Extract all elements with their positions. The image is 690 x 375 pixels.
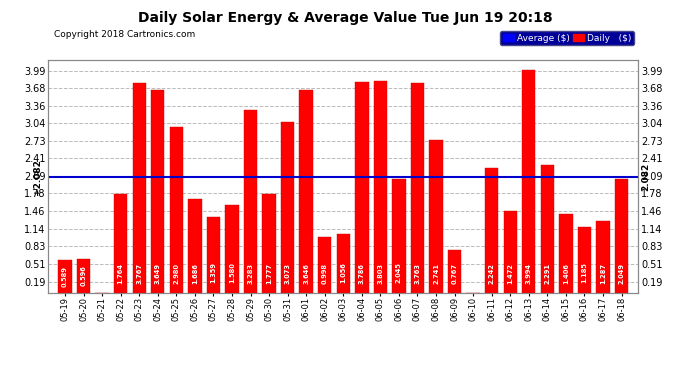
Text: Copyright 2018 Cartronics.com: Copyright 2018 Cartronics.com bbox=[55, 30, 195, 39]
Legend: Average ($), Daily   ($): Average ($), Daily ($) bbox=[500, 31, 633, 45]
Text: 2.242: 2.242 bbox=[489, 262, 495, 284]
Text: 2.980: 2.980 bbox=[173, 262, 179, 284]
Bar bbox=[429, 140, 443, 292]
Bar bbox=[596, 221, 610, 292]
Text: 3.646: 3.646 bbox=[303, 262, 309, 284]
Text: 3.767: 3.767 bbox=[136, 262, 142, 284]
Bar bbox=[411, 83, 424, 292]
Text: 1.580: 1.580 bbox=[229, 262, 235, 284]
Text: 3.649: 3.649 bbox=[155, 262, 161, 284]
Text: 0.767: 0.767 bbox=[451, 262, 457, 284]
Bar bbox=[374, 81, 387, 292]
Bar bbox=[151, 90, 164, 292]
Bar bbox=[615, 178, 628, 292]
Text: Daily Solar Energy & Average Value Tue Jun 19 20:18: Daily Solar Energy & Average Value Tue J… bbox=[138, 11, 552, 25]
Bar bbox=[244, 110, 257, 292]
Text: 3.073: 3.073 bbox=[284, 262, 290, 284]
Bar bbox=[392, 179, 406, 292]
Text: 1.472: 1.472 bbox=[507, 262, 513, 284]
Text: 1.287: 1.287 bbox=[600, 262, 606, 284]
Text: 1.777: 1.777 bbox=[266, 262, 272, 284]
Bar bbox=[299, 90, 313, 292]
Bar bbox=[318, 237, 331, 292]
Bar bbox=[59, 260, 72, 292]
Bar bbox=[541, 165, 554, 292]
Text: 2.082: 2.082 bbox=[641, 163, 650, 191]
Bar bbox=[578, 226, 591, 292]
Text: 2.045: 2.045 bbox=[396, 262, 402, 284]
Bar bbox=[337, 234, 350, 292]
Text: 1.359: 1.359 bbox=[210, 262, 217, 284]
Bar bbox=[77, 260, 90, 292]
Bar bbox=[262, 194, 276, 292]
Text: 1.185: 1.185 bbox=[582, 262, 587, 284]
Text: 0.589: 0.589 bbox=[62, 266, 68, 286]
Text: 2.291: 2.291 bbox=[544, 262, 551, 284]
Bar bbox=[207, 217, 220, 292]
Text: 1.406: 1.406 bbox=[563, 262, 569, 284]
Bar bbox=[448, 250, 461, 292]
Bar bbox=[114, 194, 128, 292]
Text: 2.741: 2.741 bbox=[433, 262, 439, 284]
Text: 1.764: 1.764 bbox=[118, 262, 124, 284]
Bar bbox=[226, 205, 239, 292]
Text: +2.082: +2.082 bbox=[32, 159, 41, 195]
Bar bbox=[188, 199, 201, 292]
Bar bbox=[559, 214, 573, 292]
Text: 0.596: 0.596 bbox=[81, 266, 86, 286]
Text: 0.998: 0.998 bbox=[322, 262, 328, 284]
Text: 3.803: 3.803 bbox=[377, 262, 384, 284]
Bar bbox=[132, 83, 146, 292]
Bar bbox=[170, 127, 183, 292]
Text: 3.763: 3.763 bbox=[415, 262, 420, 284]
Text: 2.049: 2.049 bbox=[618, 262, 624, 284]
Bar bbox=[485, 168, 498, 292]
Text: 3.283: 3.283 bbox=[248, 262, 253, 284]
Bar bbox=[281, 122, 295, 292]
Bar bbox=[522, 70, 535, 292]
Text: 1.686: 1.686 bbox=[192, 262, 198, 284]
Text: 1.056: 1.056 bbox=[340, 262, 346, 284]
Bar bbox=[355, 82, 368, 292]
Bar bbox=[504, 211, 517, 292]
Text: 3.994: 3.994 bbox=[526, 262, 532, 284]
Text: 3.786: 3.786 bbox=[359, 262, 365, 284]
